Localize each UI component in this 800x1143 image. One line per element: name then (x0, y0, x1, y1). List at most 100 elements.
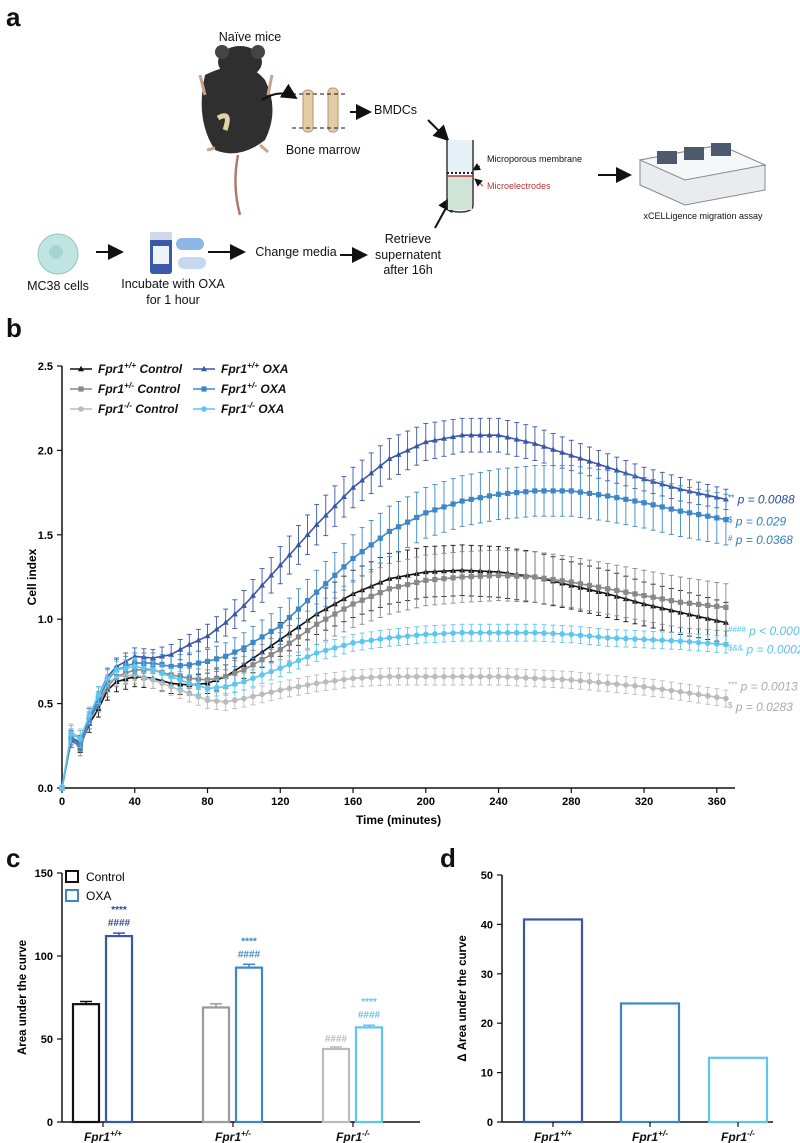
data-point (377, 462, 384, 469)
x-tick-label: 200 (417, 796, 435, 808)
data-point (650, 594, 656, 600)
data-point (577, 455, 584, 461)
data-point (468, 673, 475, 680)
data-point (641, 592, 647, 599)
data-point (513, 629, 520, 636)
data-point (568, 488, 574, 494)
legend-marker (201, 386, 207, 392)
data-point (604, 634, 611, 641)
series-5 (59, 623, 729, 791)
data-point (686, 639, 693, 645)
data-point (341, 606, 347, 612)
x-category-label: Fpr1+/- (632, 1128, 668, 1143)
data-point (559, 631, 566, 637)
bar-0: Fpr1+/+ (522, 918, 584, 1143)
cell-index-line-chart: 0.0 0.5 1.0 1.5 2.0 2.5 0 40 80 120 160 200 240 280 32… (25, 360, 800, 827)
data-point (186, 680, 193, 687)
incubate-line-1: Incubate with OXA (121, 277, 225, 291)
data-point (404, 673, 411, 680)
data-point (586, 490, 593, 497)
data-point (550, 676, 556, 682)
data-point (605, 586, 611, 592)
y-tick-label: 20 (481, 1018, 493, 1030)
data-point (586, 458, 593, 464)
x-category-label: Fpr1+/+ (84, 1128, 122, 1143)
data-point (350, 675, 356, 682)
data-point (668, 506, 674, 512)
data-point (486, 573, 493, 579)
panel-letter-a: a (6, 2, 21, 32)
data-point (441, 576, 447, 582)
data-point (459, 629, 465, 636)
data-point (131, 663, 138, 670)
retrieve-label: Retrieve supernatent after 16h (368, 232, 448, 279)
data-point (323, 581, 329, 587)
data-point (341, 642, 347, 649)
data-point (377, 674, 384, 680)
data-point (395, 524, 402, 530)
legend-label: Fpr1+/+ Control (98, 360, 183, 376)
data-point (595, 679, 602, 686)
data-point (214, 675, 220, 681)
data-point (632, 498, 638, 504)
data-point (468, 496, 474, 502)
data-point (368, 593, 374, 600)
legend-oxa-label: OXA (86, 889, 111, 903)
delta-bar (707, 1056, 769, 1124)
y-axis-title: Area under the curve (17, 940, 29, 1055)
data-point (368, 542, 374, 548)
data-point (413, 632, 420, 639)
data-point (723, 604, 729, 610)
data-point (195, 637, 202, 643)
data-point (368, 637, 375, 644)
data-point (240, 602, 247, 608)
retrieve-line-1: Retrieve (384, 232, 432, 246)
data-point (259, 672, 265, 678)
data-point (395, 584, 402, 590)
data-point (668, 598, 674, 604)
data-point (268, 572, 275, 578)
x-tick-label: 280 (562, 796, 580, 808)
data-point (623, 682, 629, 688)
x-tick-label: 120 (271, 796, 289, 808)
data-point (195, 660, 202, 666)
data-point (440, 435, 447, 441)
data-point (504, 434, 511, 440)
legend-label: Fpr1+/- Control (98, 380, 181, 396)
legend-marker (201, 406, 207, 412)
incubate-line-2: for 1 hour (146, 292, 200, 307)
data-point (304, 598, 311, 604)
data-point (668, 687, 675, 694)
data-point (268, 689, 274, 696)
data-point (623, 496, 629, 502)
data-point (623, 635, 629, 642)
data-point (213, 698, 220, 704)
data-point (523, 489, 529, 495)
data-point (413, 442, 420, 449)
legend-marker (78, 365, 84, 372)
naive-mice-label: Naïve mice (218, 30, 282, 44)
data-point (350, 601, 356, 607)
data-point (268, 628, 274, 635)
x-tick-label: 360 (708, 796, 726, 808)
y-tick-label: 1.5 (38, 530, 53, 542)
y-tick-label: 0 (47, 1117, 53, 1129)
y-tick-label: 2.5 (38, 361, 53, 373)
x-category-label: Fpr1+/- (215, 1128, 251, 1143)
data-point (586, 633, 593, 639)
data-point (350, 555, 356, 562)
data-point (332, 645, 338, 651)
x-tick-label: 0 (59, 796, 65, 808)
data-point (340, 493, 347, 500)
data-point (704, 693, 711, 699)
data-point (432, 576, 438, 583)
x-tick-label: 40 (129, 796, 141, 808)
legend-label: Fpr1+/- OXA (221, 380, 286, 396)
data-point (432, 673, 438, 680)
significance-hashes: #### (238, 949, 261, 960)
mouse-illustration (198, 45, 274, 216)
y-tick-label: 0.5 (38, 699, 53, 711)
data-point (604, 464, 611, 470)
data-point (422, 631, 429, 638)
